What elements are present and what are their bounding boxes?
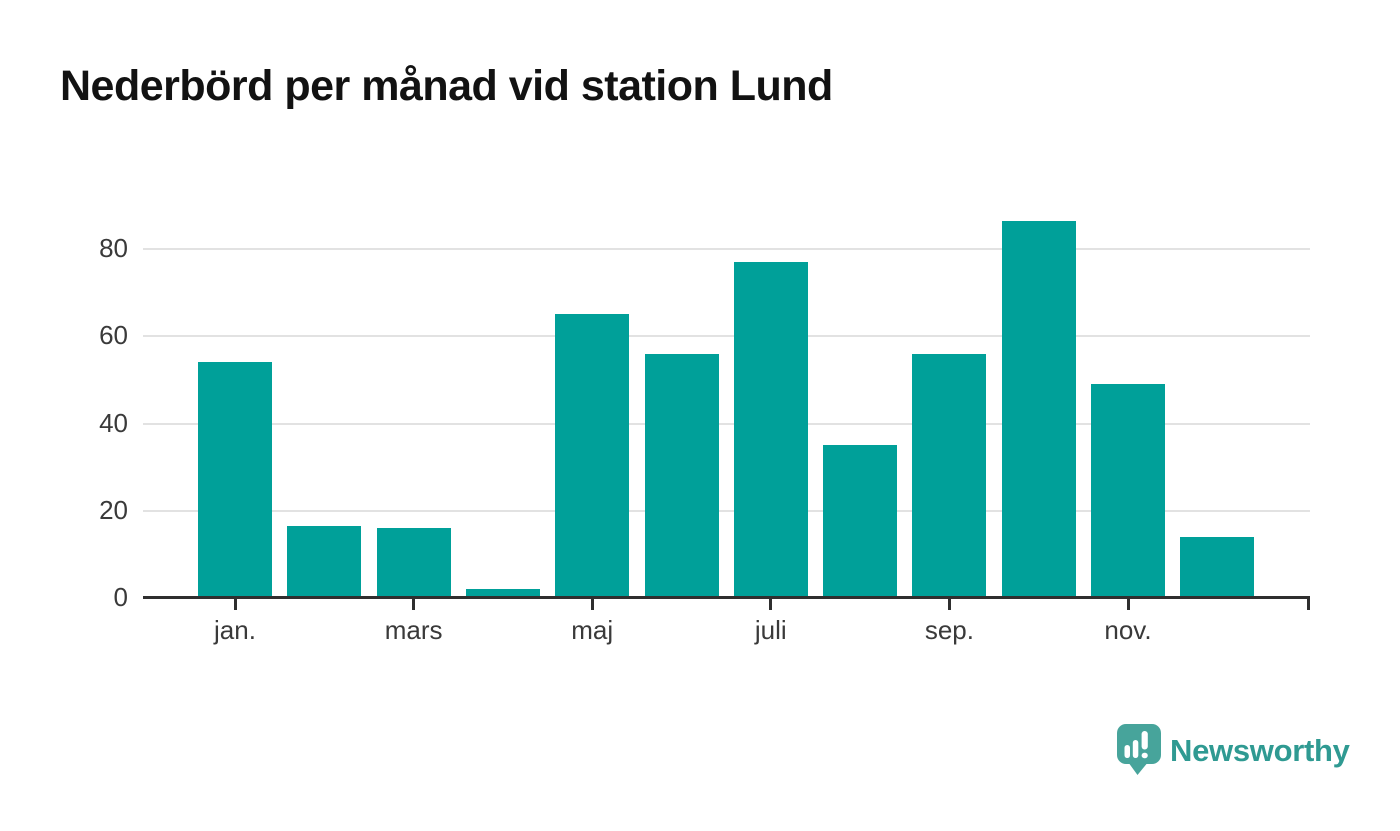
bar-apr. bbox=[465, 589, 540, 598]
y-axis-tick-label-40: 40 bbox=[99, 407, 128, 438]
bar-sep. bbox=[912, 353, 987, 598]
bar-jun. bbox=[644, 353, 719, 598]
bar-mars bbox=[376, 528, 451, 598]
y-axis-tick-label-0: 0 bbox=[113, 582, 128, 612]
bar-maj bbox=[555, 314, 630, 598]
x-axis-tick-juli bbox=[769, 599, 773, 610]
bar-dec. bbox=[1180, 536, 1255, 598]
newsworthy-logo-label: Newsworthy bbox=[1170, 732, 1350, 768]
x-axis-tick-maj bbox=[590, 599, 594, 610]
newsworthy-bar-chart-speech-bubble-icon bbox=[1117, 724, 1161, 776]
x-axis-tick-label-nov.: nov. bbox=[1104, 615, 1152, 645]
bar-jan. bbox=[198, 362, 272, 598]
x-axis-tick-label-mars: mars bbox=[384, 615, 443, 645]
gridline-y-80 bbox=[143, 248, 1310, 250]
bar-feb. bbox=[287, 526, 362, 598]
gridline-y-20 bbox=[143, 509, 1310, 512]
x-axis-tick-nov. bbox=[1126, 599, 1130, 610]
x-axis-tick-label-sep.: sep. bbox=[924, 615, 974, 645]
bar-aug. bbox=[823, 445, 898, 598]
y-axis-tick-label-80: 80 bbox=[99, 233, 128, 263]
bar-juli bbox=[733, 262, 808, 598]
x-axis-tick-label-jan.: jan. bbox=[214, 615, 256, 645]
x-axis-line bbox=[143, 596, 1310, 599]
bar-nov. bbox=[1091, 384, 1165, 598]
x-axis-tick-mars bbox=[412, 599, 416, 610]
x-axis-tick-sep. bbox=[947, 599, 951, 610]
bar-okt. bbox=[1001, 220, 1076, 598]
chart-title: Nederbörd per månad vid station Lund bbox=[60, 62, 833, 110]
x-axis-tick-jan. bbox=[233, 599, 237, 610]
x-axis-end-tick bbox=[1307, 599, 1310, 610]
newsworthy-logo: Newsworthy bbox=[1117, 724, 1350, 776]
gridline-y-40 bbox=[143, 422, 1310, 425]
x-axis-tick-label-maj: maj bbox=[571, 615, 614, 645]
y-axis-tick-label-20: 20 bbox=[99, 494, 128, 525]
bar-chart-plot-area: 0 20 40 60 80 jan. mars maj juli sep. nov. bbox=[99, 220, 1310, 645]
y-axis-tick-label-60: 60 bbox=[99, 320, 128, 351]
gridline-y-60 bbox=[143, 335, 1310, 338]
x-axis-tick-label-juli: juli bbox=[754, 615, 787, 645]
